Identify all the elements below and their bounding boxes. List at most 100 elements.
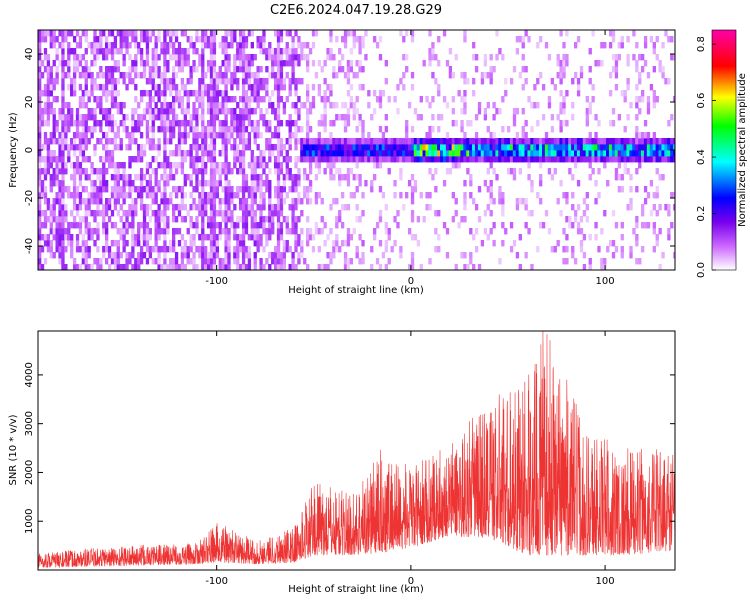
spectrogram-cell: [177, 150, 182, 157]
spectrogram-cell: [594, 156, 598, 163]
spectrogram-cell: [174, 258, 179, 265]
spectrogram-cell: [102, 72, 106, 79]
spectrogram-cell: [594, 138, 598, 145]
spectrogram-cell: [480, 72, 485, 79]
spectrogram-cell: [154, 222, 158, 229]
spectrogram-cell: [201, 66, 205, 73]
spectrogram-cell: [402, 72, 406, 79]
spectrogram-cell: [119, 204, 123, 211]
spectrogram-cell: [667, 36, 671, 43]
spectrogram-cell: [221, 264, 225, 270]
spectrogram-cell: [594, 180, 598, 187]
spectrogram-cell: [303, 156, 307, 163]
spectrogram-cell: [142, 204, 147, 211]
spectrogram-cell: [70, 234, 74, 241]
spectrogram-cell: [303, 42, 307, 49]
spectrogram-cell: [600, 60, 604, 67]
spectrogram-cell: [67, 186, 71, 193]
spectrogram-cell: [646, 192, 651, 199]
spectrogram-cell: [335, 114, 339, 121]
spectrogram-cell: [218, 78, 222, 85]
spectrogram-cell: [501, 150, 505, 157]
spectrogram-cell: [93, 126, 97, 133]
spectrogram-cell: [448, 156, 453, 163]
spectrogram-cell: [145, 54, 150, 61]
spectrogram-cell: [276, 84, 281, 91]
spectrogram-cell: [437, 60, 441, 67]
spectrogram-cell: [145, 162, 150, 169]
spectrogram-cell: [180, 102, 185, 109]
spectrogram-cell: [603, 258, 607, 265]
spectrogram-cell: [172, 204, 176, 211]
spectrogram-cell: [233, 150, 237, 157]
spectrogram-cell: [378, 264, 383, 270]
spectrogram-cell: [61, 264, 65, 270]
spectrogram-cell: [507, 156, 511, 163]
spectrogram-cell: [291, 252, 295, 259]
spectrogram-cell: [393, 156, 397, 163]
spectrogram-cell: [343, 138, 348, 145]
spectrogram-cell: [204, 42, 208, 49]
spectrogram-cell: [241, 204, 246, 211]
spectrogram-cell: [233, 246, 237, 253]
spectrogram-cell: [212, 90, 217, 97]
spectrogram-cell: [201, 180, 205, 187]
spectrogram-cell: [276, 72, 281, 79]
spectrogram-cell: [247, 138, 252, 145]
spectrogram-cell: [317, 144, 321, 151]
spectrogram-cell: [574, 162, 578, 169]
spectrogram-cell: [562, 144, 566, 151]
spectrogram-cell: [64, 162, 68, 169]
spectrogram-cell: [49, 180, 53, 187]
spectrogram-cell: [183, 90, 187, 97]
spectrogram-cell: [81, 102, 86, 109]
spectrogram-cell: [102, 84, 106, 91]
spectrogram-cell: [186, 258, 190, 265]
spectrogram-cell: [256, 180, 260, 187]
spectrogram-cell: [224, 138, 228, 145]
spectrogram-cell: [131, 264, 135, 270]
spectrogram-cell: [148, 204, 153, 211]
spectrogram-cell: [297, 36, 301, 43]
spectrogram-cell: [635, 240, 639, 247]
spectrogram-cell: [643, 132, 648, 139]
spectrogram-cell: [67, 222, 71, 229]
spectrogram-cell: [131, 228, 135, 235]
spectrogram-cell: [201, 246, 205, 253]
spectrogram-cell: [244, 60, 249, 67]
spectrogram-cell: [256, 102, 260, 109]
spectrogram-cell: [189, 72, 193, 79]
spectrogram-cell: [652, 144, 656, 151]
spectrogram-cell: [180, 132, 185, 139]
spectrogram-cell: [265, 186, 269, 193]
spectrogram-cell: [116, 180, 120, 187]
spectrogram-cell: [265, 234, 269, 241]
spectrogram-cell: [495, 138, 499, 145]
spectrogram-cell: [588, 156, 592, 163]
spectrogram-cell: [448, 66, 453, 73]
spectrogram-cell: [116, 264, 120, 270]
spectrogram-cell: [204, 162, 208, 169]
spectrogram-cell: [620, 246, 624, 253]
spectrogram-cell: [134, 126, 138, 133]
spectrogram-cell: [236, 192, 240, 199]
spectrogram-cell: [373, 174, 377, 181]
spectrogram-cell: [591, 150, 595, 157]
spectrogram-cell: [247, 246, 252, 253]
spectrogram-cell: [317, 84, 321, 91]
spectrogram-cell: [402, 84, 406, 91]
spectrogram-cell: [279, 36, 284, 43]
spectrogram-cell: [297, 258, 301, 265]
spectrogram-cell: [623, 90, 627, 97]
spectrogram-cell: [230, 216, 234, 223]
spectrogram-cell: [297, 180, 301, 187]
spectrogram-cell: [78, 96, 83, 103]
spectrogram-cell: [565, 144, 569, 151]
spectrogram-cell: [486, 156, 490, 163]
spectrogram-cell: [169, 174, 173, 181]
spectrogram-cell: [122, 54, 126, 61]
spectrogram-cell: [320, 216, 324, 223]
spectrogram-cell: [186, 54, 190, 61]
spectrogram-cell: [291, 204, 295, 211]
spectrogram-cell: [308, 180, 313, 187]
